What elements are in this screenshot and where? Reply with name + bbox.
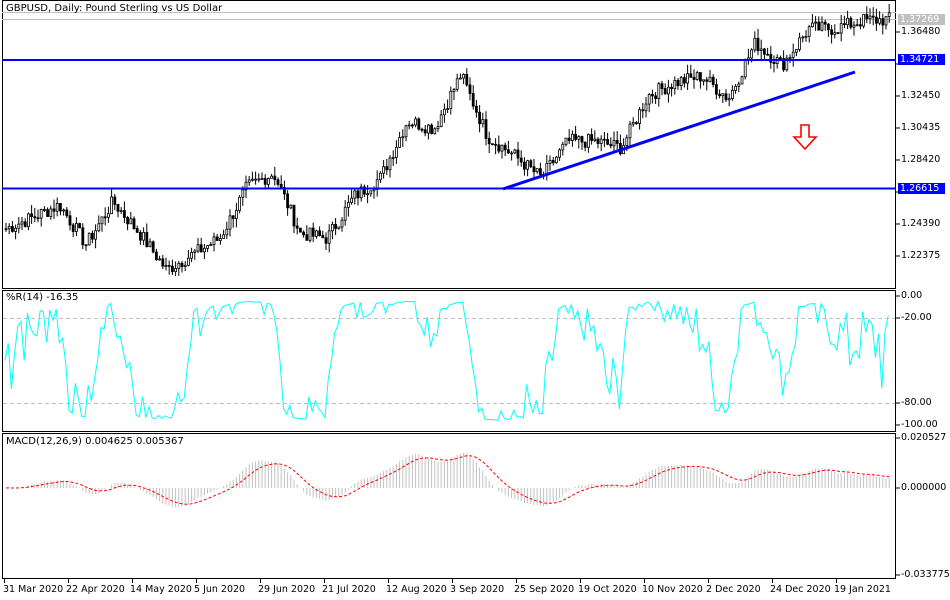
- macd-series: [5, 452, 890, 508]
- date-label: 3 Sep 2020: [450, 584, 505, 595]
- macd-panel-frame: [2, 433, 896, 579]
- price-label: 1.32450: [901, 90, 941, 101]
- date-label: 22 Apr 2020: [66, 584, 125, 595]
- date-label: 19 Oct 2020: [578, 584, 637, 595]
- support-price-label: 1.26615: [898, 183, 945, 194]
- resistance-price-label: 1.34721: [898, 54, 945, 65]
- macd-axis-label: -0.033775: [901, 569, 950, 580]
- ascending-trendline[interactable]: [502, 70, 856, 191]
- date-label: 21 Jul 2020: [322, 584, 376, 595]
- wpr-panel-frame: [2, 290, 896, 432]
- wpr-axis-label: -80.00: [901, 397, 932, 408]
- price-label: 1.30435: [901, 122, 941, 133]
- date-label: 24 Dec 2020: [770, 584, 831, 595]
- wpr-axis-label: -100.00: [901, 419, 938, 430]
- main-panel-frame: [2, 0, 896, 289]
- down-arrow-icon[interactable]: [792, 124, 818, 151]
- wpr-axis-label: -20.00: [901, 312, 932, 323]
- wpr-line: [4, 299, 889, 421]
- wpr-axis-label: 0.00: [901, 290, 923, 301]
- price-label: 1.22375: [901, 250, 941, 261]
- date-label: 25 Sep 2020: [514, 584, 575, 595]
- date-label: 19 Jan 2021: [834, 584, 891, 595]
- date-label: 12 Aug 2020: [386, 584, 447, 595]
- time-axis-ticks: [4, 578, 837, 583]
- macd-indicator-label: MACD(12,26,9) 0.004625 0.005367: [6, 436, 184, 447]
- chart-title: GBPUSD, Daily: Pound Sterling vs US Doll…: [6, 3, 223, 14]
- macd-axis-label: 0.020527: [901, 432, 947, 443]
- macd-axis-label: 0.000000: [901, 482, 947, 493]
- price-axis-ticks: [896, 31, 900, 576]
- price-label: 1.28420: [901, 154, 941, 165]
- price-label: 1.36480: [901, 26, 941, 37]
- date-label: 14 May 2020: [130, 584, 192, 595]
- current-price-label: 1.37269: [898, 14, 945, 25]
- date-label: 31 Mar 2020: [3, 584, 64, 595]
- price-label: 1.24390: [901, 218, 941, 229]
- date-label: 10 Nov 2020: [642, 584, 703, 595]
- wpr-indicator-label: %R(14) -16.35: [6, 292, 79, 303]
- candlestick-series: [4, 4, 891, 277]
- date-label: 5 Jun 2020: [194, 584, 246, 595]
- date-label: 2 Dec 2020: [706, 584, 761, 595]
- date-label: 29 Jun 2020: [258, 584, 316, 595]
